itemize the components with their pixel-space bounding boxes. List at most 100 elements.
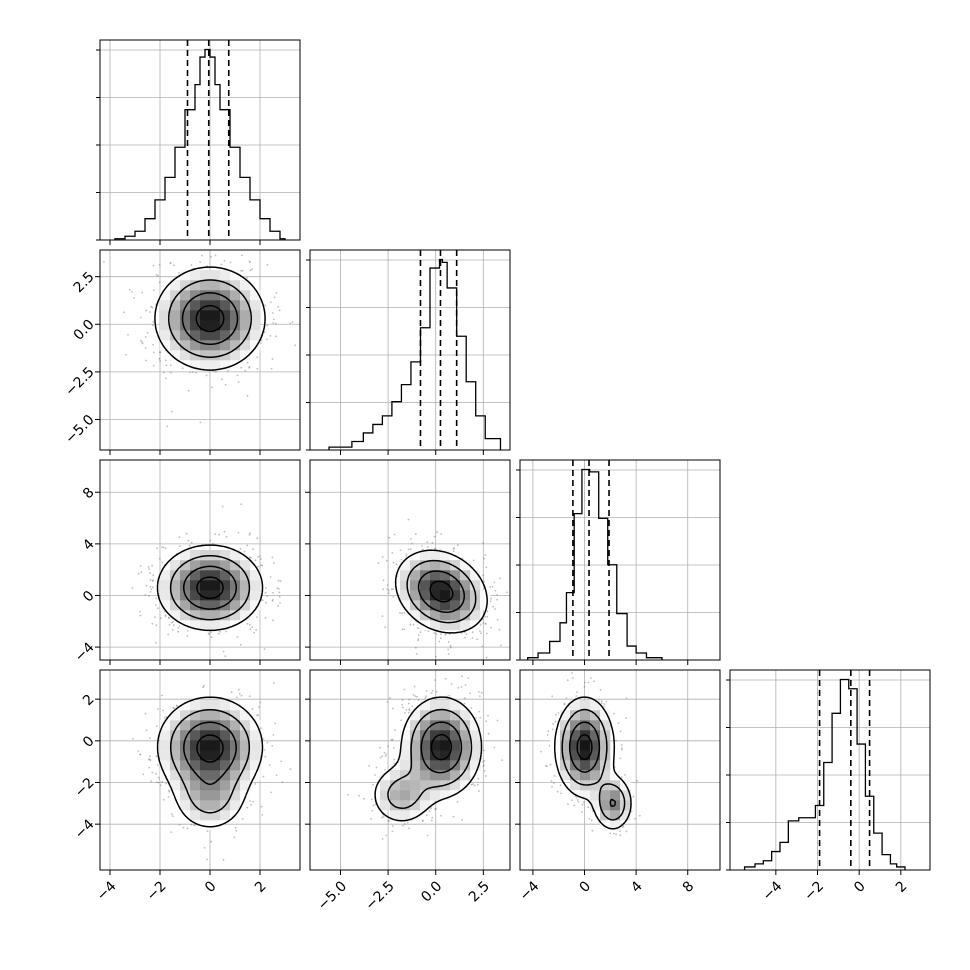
sample-point [391,830,394,833]
sample-point [206,858,209,861]
sample-point [155,624,158,627]
density-cell [210,780,221,791]
sample-point [435,633,438,636]
density-cell [420,720,431,731]
sample-point [178,536,181,539]
density-cell [450,590,461,601]
density-cell [420,590,431,601]
sample-point [181,367,184,370]
sample-point [246,394,249,397]
density-cell [200,590,211,601]
sample-point [555,713,557,716]
density-cell [430,570,441,581]
sample-point [131,290,133,293]
sample-point [225,535,228,538]
density-cell [210,610,221,621]
density-cell [420,800,431,811]
sample-point [145,309,148,312]
x-tick-label: −4 [760,878,786,904]
sample-point [266,324,269,327]
density-cell [210,350,221,361]
density-cell [390,800,401,811]
hist-panel-1 [306,249,511,455]
sample-point [241,254,243,257]
density-cell [390,810,401,821]
sample-point [402,824,404,827]
sample-point [149,311,152,313]
density-cell [190,740,201,751]
sample-point [272,322,275,324]
x-tick-label: −2 [801,878,827,904]
sample-point [218,533,221,536]
sample-point [144,347,147,349]
sample-point [193,824,195,827]
sample-point [190,541,193,544]
sample-point [165,377,167,380]
sample-point [581,811,583,813]
sample-point [149,759,152,762]
sample-point [308,582,310,584]
sample-point [259,564,262,567]
contour-level-2 [169,554,251,621]
contour-level-1 [182,565,238,610]
sample-point [576,691,578,694]
sample-point [167,796,170,798]
sample-point [162,709,164,712]
density-cell [430,610,441,621]
sample-point [262,775,265,778]
density-cell [220,330,231,341]
sample-point [278,595,281,598]
density-cell [200,570,211,581]
sample-point [225,630,228,633]
x-tick-label: 2 [252,878,270,896]
sample-point [264,617,267,619]
sample-point [556,790,559,793]
sample-point [149,579,152,581]
sample-point [140,571,143,574]
sample-point [557,712,560,714]
sample-point [421,545,423,547]
sample-point [164,614,167,617]
sample-point [382,588,385,591]
sample-point [190,823,193,826]
density-cell [430,700,441,711]
sample-point [250,803,253,806]
sample-point [487,714,489,717]
density-cell [610,820,621,831]
density-cell [570,780,581,791]
sample-point [271,358,274,360]
sample-point [152,364,155,367]
sample-point [211,386,213,389]
density-cell [430,590,441,601]
sample-point [161,694,163,697]
sample-point [237,381,240,383]
sample-point [279,602,281,604]
sample-point [246,544,249,547]
density-cell [440,580,451,591]
x-tick-label: 8 [680,878,698,896]
sample-point [212,542,214,545]
sample-point [411,705,414,708]
sample-point [582,801,585,804]
sample-point [551,785,553,788]
sample-point [430,807,432,810]
sample-point [499,577,501,580]
density-cell [210,810,221,821]
sample-point [571,799,573,801]
sample-point [407,548,410,551]
density-cell [180,290,191,301]
x-tick-label: 2.5 [466,878,493,905]
sample-point [404,712,406,714]
density-cell [470,610,481,621]
sample-point [151,306,154,309]
sample-point [278,591,281,594]
sample-point [217,632,220,635]
sample-point [621,748,623,751]
sample-point [240,503,243,506]
sample-point [461,675,463,678]
sample-point [621,826,624,829]
density-cell [460,610,471,621]
sample-point [449,646,452,649]
contour-level-2 [561,708,626,821]
density-cell [200,710,211,721]
